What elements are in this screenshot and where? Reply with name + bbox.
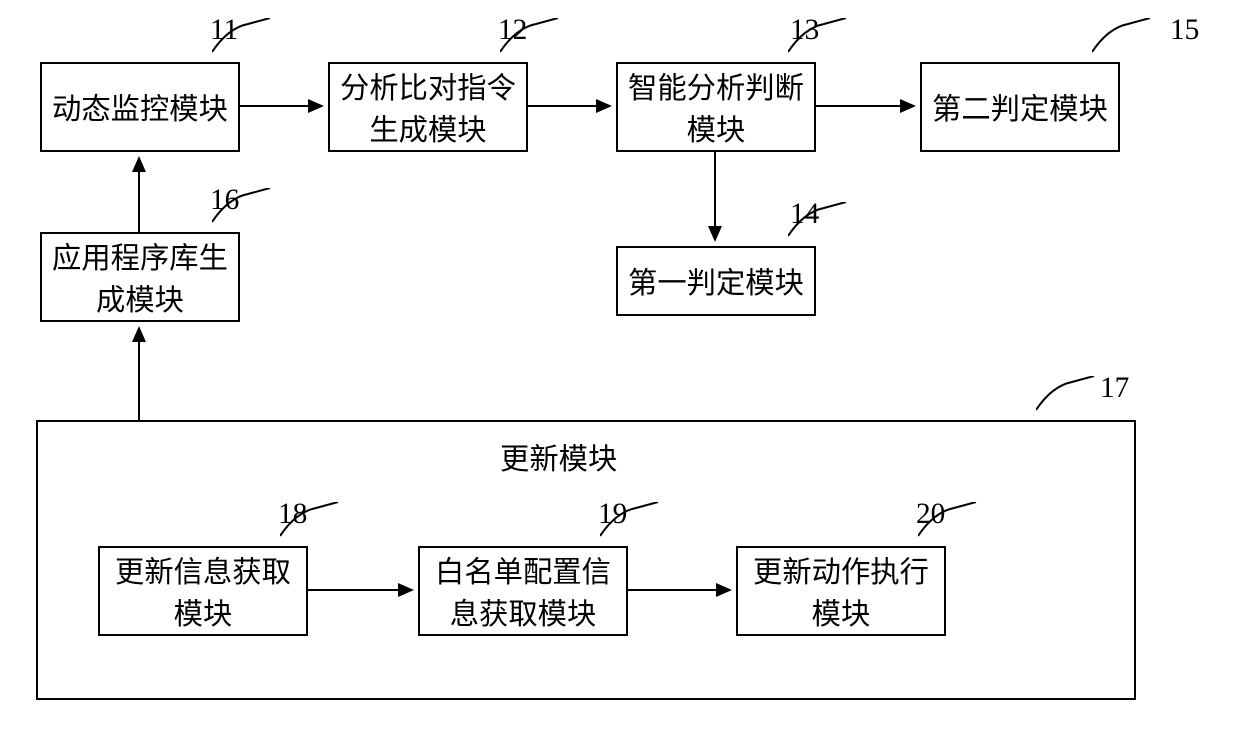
node-n13: 智能分析判断模块 <box>616 62 816 152</box>
arrow-head <box>708 226 722 242</box>
node-n16: 应用程序库生成模块 <box>40 232 240 322</box>
node-n15: 第二判定模块 <box>920 62 1120 152</box>
edge-n16-n11 <box>138 170 140 232</box>
arrow-head <box>398 583 414 597</box>
edge-n13-n15 <box>816 105 902 107</box>
node-n19: 白名单配置信息获取模块 <box>418 546 628 636</box>
edge-n17-n16 <box>138 340 140 420</box>
edge-n11-n12 <box>240 105 310 107</box>
node-n12: 分析比对指令生成模块 <box>328 62 528 152</box>
leader-line <box>1092 18 1152 56</box>
callout-label: 20 <box>916 498 945 531</box>
leader-line <box>1036 376 1096 414</box>
node-n20: 更新动作执行模块 <box>736 546 946 636</box>
arrow-head <box>308 99 324 113</box>
container-title: 更新模块 <box>500 436 617 478</box>
edge-n18-n19 <box>308 589 400 591</box>
arrow-head <box>900 99 916 113</box>
node-n18: 更新信息获取模块 <box>98 546 308 636</box>
edge-n13-n14 <box>714 152 716 228</box>
callout-label: 11 <box>210 14 238 47</box>
callout-label: 15 <box>1170 14 1199 47</box>
node-n11: 动态监控模块 <box>40 62 240 152</box>
node-n14: 第一判定模块 <box>616 246 816 316</box>
callout-label: 19 <box>598 498 627 531</box>
arrow-head <box>132 156 146 172</box>
callout-label: 13 <box>790 14 819 47</box>
arrow-head <box>716 583 732 597</box>
edge-n19-n20 <box>628 589 718 591</box>
callout-label: 18 <box>278 498 307 531</box>
edge-n12-n13 <box>528 105 598 107</box>
callout-label: 17 <box>1100 372 1129 405</box>
arrow-head <box>596 99 612 113</box>
callout-label: 12 <box>498 14 527 47</box>
callout-label: 14 <box>790 198 819 231</box>
arrow-head <box>132 326 146 342</box>
callout-label: 16 <box>210 184 239 217</box>
